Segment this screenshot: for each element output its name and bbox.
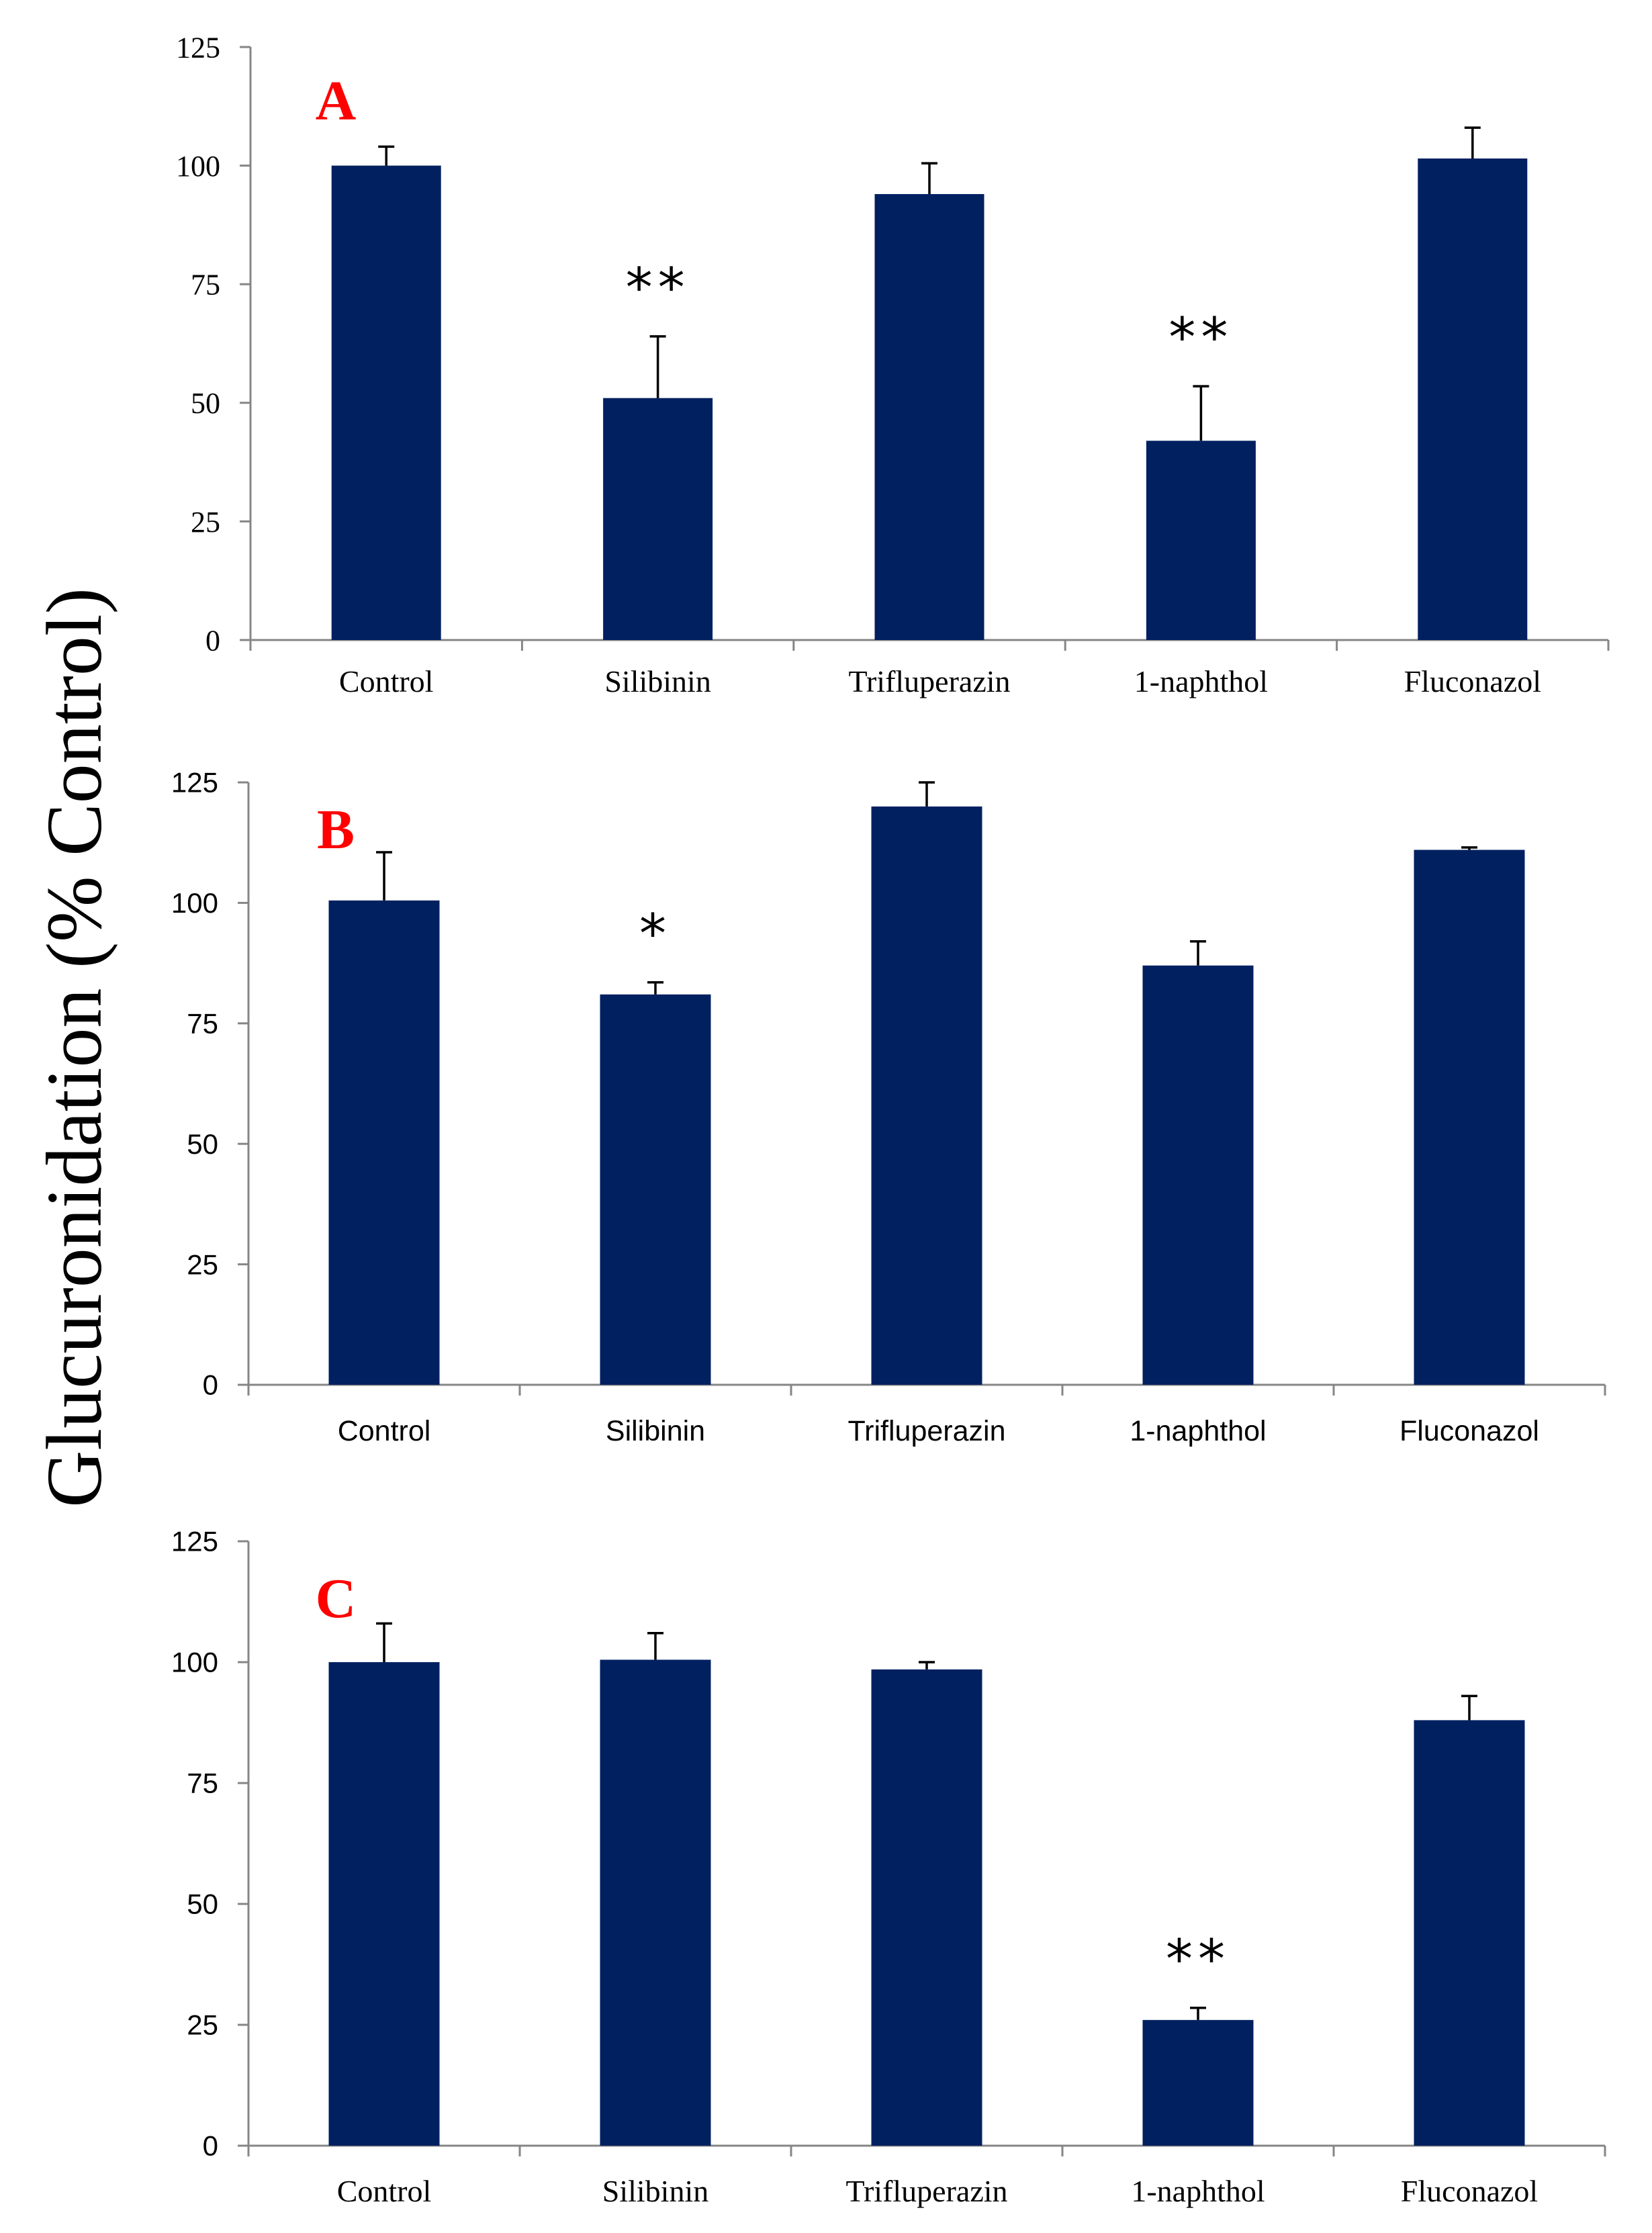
significance-marker: ** <box>1166 1928 1230 1991</box>
y-tick-label: 100 <box>171 1647 218 1678</box>
panel-label: A <box>316 70 357 132</box>
bar <box>871 1669 982 2146</box>
bar <box>1414 1720 1525 2146</box>
category-label: Fluconazol <box>1399 1415 1539 1447</box>
category-label: Trifluperazin <box>848 664 1010 698</box>
y-tick-label: 100 <box>171 887 218 919</box>
y-tick-label: 0 <box>203 2130 218 2162</box>
y-tick-label: 50 <box>187 1888 218 1920</box>
category-label: Trifluperazin <box>845 2174 1007 2208</box>
category-label: 1-naphthol <box>1131 2174 1265 2208</box>
y-tick-label: 125 <box>171 1526 218 1557</box>
category-label: Control <box>337 2174 432 2208</box>
y-tick-label: 75 <box>187 1768 218 1799</box>
bar <box>1418 158 1528 640</box>
category-label: Silibinin <box>604 664 710 698</box>
panel-a: 0 25 50 75 100 125 Control Silibinin ** Trifluper… <box>176 31 1610 698</box>
bar <box>331 165 441 641</box>
y-tick-label: 25 <box>191 506 220 539</box>
category-label: Trifluperazin <box>848 1415 1006 1447</box>
panels: 0 25 50 75 100 125 Control Silibinin ** Trifluper… <box>171 31 1610 2208</box>
significance-marker: ** <box>1168 306 1233 369</box>
y-tick-label: 25 <box>187 1248 218 1280</box>
panel-label: C <box>316 1567 357 1630</box>
category-label: 1-naphthol <box>1130 1415 1266 1447</box>
bar <box>600 1659 711 2146</box>
bar <box>600 994 711 1385</box>
bar <box>328 900 440 1385</box>
y-tick-label: 125 <box>171 767 218 799</box>
y-tick-label: 0 <box>203 1369 218 1401</box>
bar <box>1142 965 1254 1385</box>
y-tick-label: 50 <box>191 387 220 420</box>
panel-c: 0 25 50 75 100 125 Control Silibinin Trifluperaz… <box>171 1526 1606 2208</box>
y-tick-label: 75 <box>191 269 220 302</box>
significance-marker: * <box>639 903 672 965</box>
category-label: Silibinin <box>602 2174 708 2208</box>
bar <box>874 193 984 640</box>
y-axis-title: Glucuronidation (% Control) <box>30 588 118 1508</box>
panel-b: 0 25 50 75 100 125 Control Silibinin * Triflupera… <box>171 767 1606 1447</box>
y-tick-label: 50 <box>187 1128 218 1160</box>
category-label: 1-naphthol <box>1134 664 1268 698</box>
bar <box>603 398 713 640</box>
category-label: Control <box>339 664 434 698</box>
category-label: Control <box>338 1415 431 1447</box>
bar <box>1142 2019 1254 2146</box>
bar <box>1414 850 1525 1385</box>
y-tick-label: 0 <box>205 624 220 657</box>
y-tick-label: 75 <box>187 1008 218 1040</box>
bar <box>328 1662 440 2146</box>
panel-label: B <box>317 799 355 861</box>
bar <box>1146 441 1256 640</box>
bar <box>871 806 982 1385</box>
category-label: Fluconazol <box>1401 2174 1538 2208</box>
y-tick-label: 100 <box>176 150 220 183</box>
significance-marker: ** <box>626 257 690 319</box>
category-label: Fluconazol <box>1404 664 1541 698</box>
y-tick-label: 125 <box>176 31 220 64</box>
y-tick-label: 25 <box>187 2009 218 2041</box>
category-label: Silibinin <box>606 1415 705 1447</box>
